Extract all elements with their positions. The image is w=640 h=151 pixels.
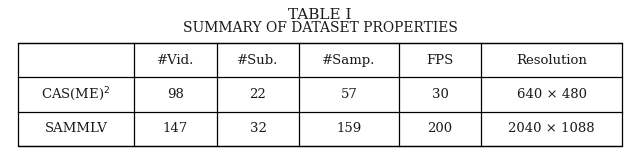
Text: 200: 200 xyxy=(428,122,452,135)
Text: SAMMLV: SAMMLV xyxy=(45,122,108,135)
Text: 22: 22 xyxy=(250,88,266,101)
Text: Resolution: Resolution xyxy=(516,54,587,67)
Text: #Samp.: #Samp. xyxy=(323,54,376,67)
Text: CAS(ME)$^2$: CAS(ME)$^2$ xyxy=(41,86,111,103)
Text: #Vid.: #Vid. xyxy=(157,54,194,67)
Text: 98: 98 xyxy=(167,88,184,101)
Text: #Sub.: #Sub. xyxy=(237,54,278,67)
Text: 32: 32 xyxy=(250,122,266,135)
Text: 30: 30 xyxy=(431,88,449,101)
Text: 2040 × 1088: 2040 × 1088 xyxy=(508,122,595,135)
Text: 147: 147 xyxy=(163,122,188,135)
Text: FPS: FPS xyxy=(426,54,454,67)
Text: 57: 57 xyxy=(340,88,357,101)
Text: 159: 159 xyxy=(337,122,362,135)
Text: 640 × 480: 640 × 480 xyxy=(516,88,587,101)
Bar xyxy=(18,43,622,146)
Text: TABLE I: TABLE I xyxy=(288,8,352,22)
Text: SUMMARY OF DATASET PROPERTIES: SUMMARY OF DATASET PROPERTIES xyxy=(182,21,458,35)
